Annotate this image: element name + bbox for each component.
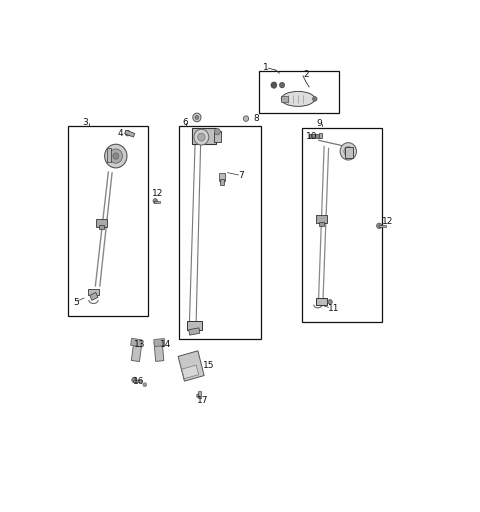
- Text: 8: 8: [253, 114, 259, 123]
- Text: 11: 11: [328, 304, 339, 313]
- Circle shape: [143, 383, 147, 387]
- Text: 15: 15: [203, 360, 215, 370]
- Circle shape: [279, 82, 285, 88]
- Bar: [154, 342, 164, 361]
- Circle shape: [125, 131, 130, 136]
- Text: 2: 2: [304, 70, 309, 78]
- Circle shape: [328, 300, 332, 304]
- Bar: [107, 148, 111, 162]
- Bar: [96, 219, 107, 227]
- Circle shape: [271, 82, 277, 88]
- Circle shape: [312, 97, 317, 101]
- Bar: [68, 126, 148, 316]
- Text: 6: 6: [183, 118, 189, 126]
- Bar: [179, 126, 261, 339]
- Text: 16: 16: [132, 377, 144, 386]
- Bar: [219, 179, 224, 185]
- Bar: [319, 133, 322, 138]
- Circle shape: [194, 129, 209, 145]
- Bar: [178, 351, 204, 381]
- Bar: [132, 379, 141, 382]
- Circle shape: [193, 113, 201, 122]
- Bar: [125, 130, 135, 137]
- Text: 7: 7: [239, 172, 244, 180]
- Circle shape: [198, 133, 205, 141]
- Bar: [99, 225, 104, 229]
- Text: 10: 10: [305, 132, 317, 141]
- Bar: [309, 134, 321, 138]
- Circle shape: [132, 377, 137, 383]
- Bar: [281, 96, 288, 102]
- Bar: [259, 71, 339, 113]
- Text: 12: 12: [152, 189, 164, 198]
- Bar: [219, 174, 225, 181]
- Text: 13: 13: [133, 340, 145, 349]
- Bar: [131, 338, 142, 347]
- Text: 14: 14: [160, 340, 171, 349]
- Circle shape: [243, 116, 249, 121]
- Text: 9: 9: [317, 119, 323, 128]
- Circle shape: [377, 223, 382, 228]
- Bar: [132, 342, 142, 361]
- Bar: [90, 292, 98, 301]
- Text: 3: 3: [83, 118, 88, 126]
- Bar: [345, 147, 353, 158]
- Bar: [192, 129, 216, 144]
- Bar: [302, 129, 382, 322]
- Text: 4: 4: [118, 129, 123, 138]
- Bar: [154, 201, 160, 203]
- Text: 12: 12: [382, 217, 393, 226]
- Circle shape: [195, 115, 199, 119]
- Circle shape: [344, 146, 353, 156]
- Circle shape: [153, 199, 157, 203]
- Bar: [319, 222, 324, 226]
- Bar: [198, 391, 201, 398]
- Bar: [215, 131, 221, 142]
- Circle shape: [215, 129, 220, 135]
- Bar: [379, 225, 386, 227]
- Text: 17: 17: [197, 396, 208, 405]
- Text: 1: 1: [263, 63, 268, 72]
- Bar: [154, 338, 165, 347]
- Bar: [316, 215, 327, 223]
- Bar: [182, 365, 199, 379]
- Text: 5: 5: [74, 298, 80, 307]
- Bar: [187, 321, 202, 330]
- Bar: [189, 328, 200, 335]
- Circle shape: [196, 394, 200, 398]
- Circle shape: [109, 149, 122, 163]
- Circle shape: [105, 144, 127, 168]
- Bar: [88, 289, 99, 295]
- Bar: [316, 298, 327, 305]
- Circle shape: [340, 143, 357, 160]
- Circle shape: [113, 153, 119, 159]
- Ellipse shape: [281, 92, 315, 106]
